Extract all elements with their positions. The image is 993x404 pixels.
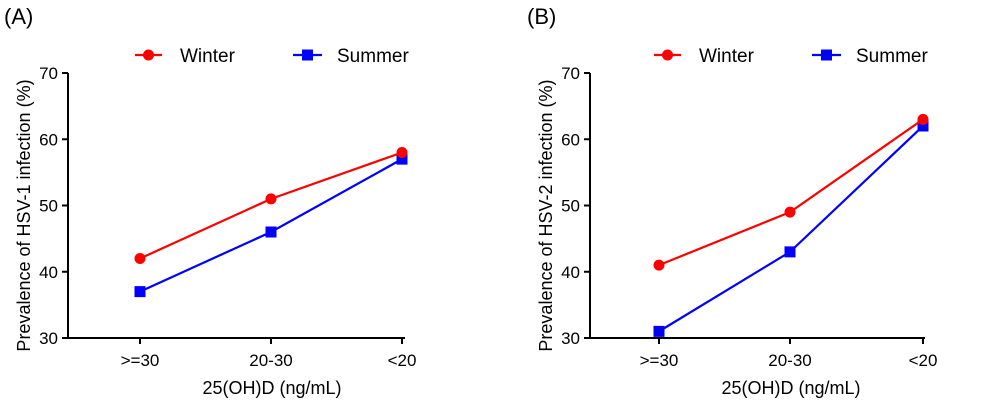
legend-item-winter: Winter xyxy=(654,46,755,67)
series-line-summer xyxy=(658,125,924,333)
chart-panel-0: (A) 30 40 50 60 70 >=30 20-30 <20 25(OH)D (ng/mL)… xyxy=(4,4,416,398)
y-axis-label: Prevalence of HSV-2 infection (%) xyxy=(536,79,556,351)
data-point-winter xyxy=(784,206,796,218)
y-tick-label: 70 xyxy=(39,64,58,83)
legend-marker xyxy=(302,49,313,61)
y-tick-label: 40 xyxy=(561,263,580,282)
y-tick-label: 60 xyxy=(39,130,58,149)
x-tick-label: >=30 xyxy=(121,351,160,370)
data-point-summer xyxy=(396,153,408,165)
y-tick-label: 30 xyxy=(39,329,58,348)
data-point-summer xyxy=(917,120,929,132)
data-point-winter xyxy=(917,113,929,125)
y-tick-label: 70 xyxy=(561,64,580,83)
series-line-summer xyxy=(139,158,403,293)
data-point-summer xyxy=(653,325,665,337)
y-tick-label: 30 xyxy=(561,329,580,348)
x-tick-label: 20-30 xyxy=(768,351,811,370)
y-tick-label: 50 xyxy=(561,197,580,216)
legend-marker xyxy=(143,49,154,61)
x-tick-label: <20 xyxy=(909,351,938,370)
legend-item-summer: Summer xyxy=(812,46,928,67)
x-axis-label: 25(OH)D (ng/mL) xyxy=(721,378,860,398)
x-tick-label: <20 xyxy=(388,351,417,370)
series-line-winter xyxy=(658,118,924,267)
panel-label: (A) xyxy=(4,4,33,29)
panel-label: (B) xyxy=(527,4,556,29)
x-tick-label: 20-30 xyxy=(249,351,292,370)
x-tick-label: >=30 xyxy=(640,351,679,370)
series-line-winter xyxy=(139,151,403,260)
data-point-summer xyxy=(784,246,796,258)
data-point-winter xyxy=(396,147,408,158)
legend-item-winter: Winter xyxy=(135,46,236,67)
y-tick-label: 50 xyxy=(39,197,58,216)
legend-marker xyxy=(821,49,832,61)
legend-item-summer: Summer xyxy=(293,46,409,67)
chart-panel-1: (B) 30 40 50 60 70 >=30 20-30 <20 25(OH)D (ng/mL)… xyxy=(527,4,937,398)
data-point-winter xyxy=(265,193,277,205)
legend-label: Summer xyxy=(337,46,409,67)
legend-label: Winter xyxy=(699,46,755,67)
data-point-summer xyxy=(134,286,146,298)
y-tick-label: 40 xyxy=(39,263,58,282)
data-point-summer xyxy=(265,226,277,238)
y-tick-label: 60 xyxy=(561,130,580,149)
legend-label: Summer xyxy=(856,46,928,67)
y-axis-label: Prevalence of HSV-1 infection (%) xyxy=(14,79,34,351)
data-point-winter xyxy=(653,259,665,271)
legend-marker xyxy=(662,49,673,61)
data-point-winter xyxy=(134,253,146,264)
x-axis-label: 25(OH)D (ng/mL) xyxy=(202,378,341,398)
legend-label: Winter xyxy=(180,46,236,67)
